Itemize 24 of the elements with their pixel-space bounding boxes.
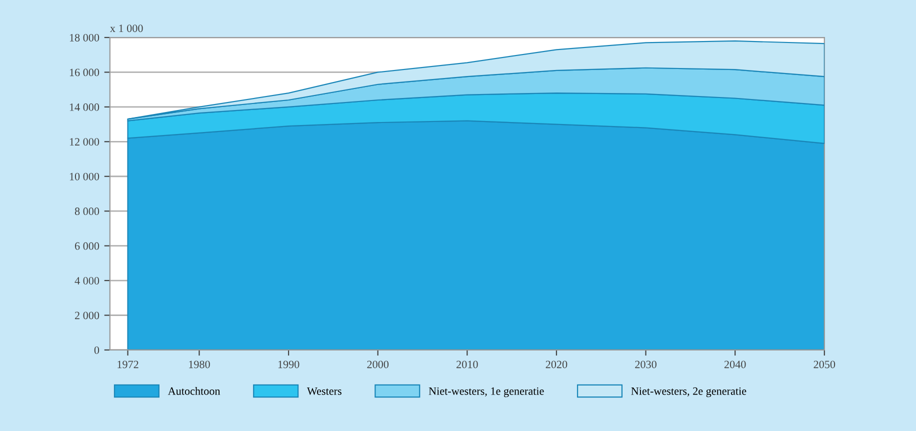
x-tick-label: 2020 <box>546 360 568 368</box>
x-tick-label: 1972 <box>118 360 138 368</box>
y-axis-title: x 1 000 <box>110 24 143 32</box>
legend-label: Autochtoon <box>168 387 220 395</box>
x-tick-label: 2050 <box>814 360 836 368</box>
legend-label: Westers <box>306 387 342 395</box>
y-tick-label: 2 000 <box>74 312 100 320</box>
y-tick-label: 0 <box>94 346 100 354</box>
y-tick-label: 6 000 <box>74 242 100 250</box>
y-tick-label: 16 000 <box>70 68 100 76</box>
y-tick-label: 4 000 <box>74 277 100 284</box>
y-tick-label: 14 000 <box>70 103 100 111</box>
legend-label: Niet-westers, 1e generatie <box>428 387 544 398</box>
y-tick-label: 12 000 <box>70 138 100 146</box>
x-tick-label: 2010 <box>456 360 478 368</box>
x-tick-label: 2030 <box>635 360 656 368</box>
x-tick-label: 1980 <box>189 360 210 368</box>
y-tick-label: 8 000 <box>74 208 100 216</box>
legend-label: Niet-westers, 2e generatie <box>631 387 746 398</box>
x-tick-label: 2040 <box>724 360 746 368</box>
x-tick-label: 1990 <box>278 360 300 368</box>
y-tick-label: 10 000 <box>70 172 100 180</box>
x-tick-label: 2000 <box>367 360 389 368</box>
y-tick-label: 18 000 <box>70 34 100 42</box>
